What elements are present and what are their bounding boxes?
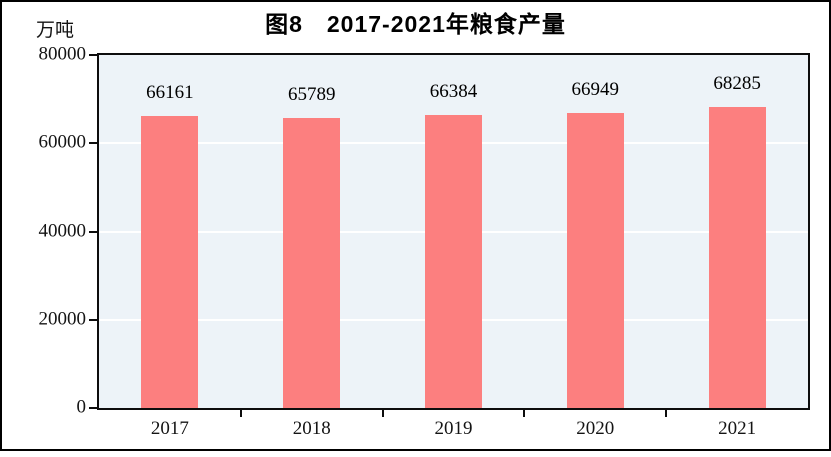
x-tick-label: 2018 <box>292 418 331 439</box>
y-tick-mark <box>89 230 97 233</box>
y-tick-mark <box>89 142 97 145</box>
bar <box>283 117 341 408</box>
x-tick-mark <box>523 410 526 417</box>
y-tick-mark <box>89 54 97 56</box>
bar-value-label: 66161 <box>146 82 194 104</box>
x-tick-label: 2019 <box>434 418 473 439</box>
y-tick-label: 20000 <box>38 308 87 330</box>
y-tick-label: 60000 <box>38 131 87 153</box>
x-tick-label: 2021 <box>718 418 757 439</box>
bar <box>425 115 482 408</box>
x-tick-mark <box>239 410 242 417</box>
bar <box>566 112 624 408</box>
x-tick-mark <box>381 410 384 417</box>
bar-value-label: 66949 <box>571 78 620 100</box>
bar-value-label: 65789 <box>287 83 336 105</box>
x-tick-mark <box>665 410 668 417</box>
y-tick-mark <box>89 407 97 409</box>
bar <box>708 106 766 408</box>
y-tick-label: 0 <box>76 396 87 418</box>
x-tick-label: 2017 <box>150 418 189 439</box>
y-axis-unit-label: 万吨 <box>36 20 75 41</box>
y-tick-mark <box>89 318 97 321</box>
bar-value-label: 66384 <box>429 81 478 103</box>
x-tick-label: 2020 <box>576 418 615 439</box>
y-tick-label: 40000 <box>38 220 87 242</box>
y-tick-label: 80000 <box>38 43 87 65</box>
chart-title: 图8 2017-2021年粮食产量 <box>265 11 566 37</box>
plot-area: 66161 65789 66384 66949 68285 <box>97 53 810 410</box>
bar <box>141 116 199 408</box>
bar-value-label: 68285 <box>713 72 761 94</box>
